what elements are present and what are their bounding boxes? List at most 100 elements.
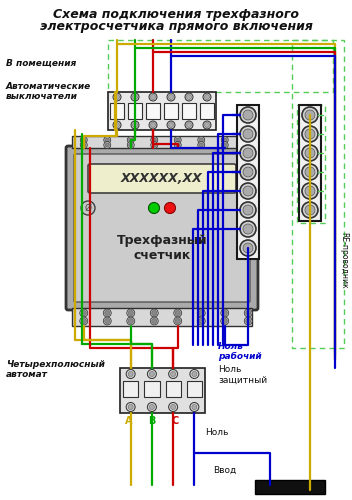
Circle shape <box>152 310 157 316</box>
Circle shape <box>167 93 175 101</box>
Circle shape <box>82 138 86 142</box>
Circle shape <box>113 93 121 101</box>
Circle shape <box>105 310 110 316</box>
Circle shape <box>127 309 135 317</box>
Circle shape <box>240 202 256 218</box>
Circle shape <box>171 372 176 376</box>
Circle shape <box>302 202 318 218</box>
Circle shape <box>175 318 180 324</box>
Circle shape <box>82 143 86 147</box>
Circle shape <box>240 221 256 237</box>
Circle shape <box>150 317 158 325</box>
Circle shape <box>205 122 209 128</box>
Circle shape <box>240 183 256 199</box>
Circle shape <box>243 205 253 215</box>
Circle shape <box>305 148 315 158</box>
Circle shape <box>176 138 180 142</box>
Circle shape <box>203 121 211 129</box>
Circle shape <box>305 129 315 139</box>
Circle shape <box>149 404 155 409</box>
Circle shape <box>150 309 158 317</box>
Circle shape <box>187 94 191 100</box>
Circle shape <box>171 404 176 409</box>
Text: Ноль: Ноль <box>205 428 228 437</box>
Circle shape <box>151 142 158 148</box>
Bar <box>299 105 321 221</box>
Circle shape <box>151 122 156 128</box>
Circle shape <box>127 317 135 325</box>
Circle shape <box>192 404 197 409</box>
Circle shape <box>131 121 139 129</box>
Circle shape <box>149 93 157 101</box>
Circle shape <box>169 370 178 378</box>
Circle shape <box>305 186 315 196</box>
Circle shape <box>240 126 256 142</box>
Circle shape <box>151 94 156 100</box>
Circle shape <box>305 110 315 120</box>
Text: Ø: Ø <box>84 204 92 212</box>
Circle shape <box>221 142 228 148</box>
Circle shape <box>302 126 318 142</box>
Circle shape <box>105 138 109 142</box>
FancyBboxPatch shape <box>88 164 236 193</box>
Circle shape <box>305 205 315 215</box>
Circle shape <box>221 309 229 317</box>
Circle shape <box>129 138 133 142</box>
Bar <box>128 103 142 119</box>
Circle shape <box>176 143 180 147</box>
Circle shape <box>192 372 197 376</box>
Circle shape <box>198 136 205 143</box>
Circle shape <box>243 224 253 234</box>
Circle shape <box>302 107 318 123</box>
Text: C: C <box>171 416 179 426</box>
Circle shape <box>169 94 174 100</box>
Circle shape <box>114 94 120 100</box>
Circle shape <box>151 136 158 143</box>
Circle shape <box>105 318 110 324</box>
Bar <box>164 103 178 119</box>
Circle shape <box>185 121 193 129</box>
Bar <box>297 105 325 223</box>
Circle shape <box>128 310 133 316</box>
Circle shape <box>174 309 182 317</box>
Bar <box>108 92 216 130</box>
Circle shape <box>164 202 176 213</box>
Circle shape <box>174 317 182 325</box>
Text: Четырехполюсный
автомат: Четырехполюсный автомат <box>6 360 105 380</box>
Circle shape <box>222 310 227 316</box>
Circle shape <box>169 122 174 128</box>
Circle shape <box>223 143 227 147</box>
Circle shape <box>132 94 138 100</box>
Text: RE-проводник: RE-проводник <box>339 232 348 288</box>
Circle shape <box>127 136 134 143</box>
Circle shape <box>302 164 318 180</box>
Circle shape <box>203 93 211 101</box>
Circle shape <box>174 136 181 143</box>
FancyBboxPatch shape <box>74 154 250 302</box>
Circle shape <box>103 317 111 325</box>
Circle shape <box>128 404 133 409</box>
Bar <box>123 381 138 397</box>
Bar <box>182 103 196 119</box>
Text: Схема подключения трехфазного: Схема подключения трехфазного <box>53 8 299 21</box>
Circle shape <box>205 94 209 100</box>
Circle shape <box>240 145 256 161</box>
Circle shape <box>152 138 156 142</box>
Circle shape <box>199 138 203 142</box>
Circle shape <box>223 138 227 142</box>
Circle shape <box>302 145 318 161</box>
Circle shape <box>81 310 86 316</box>
Circle shape <box>198 142 205 148</box>
Bar <box>292 40 344 348</box>
Circle shape <box>246 143 250 147</box>
Circle shape <box>190 370 199 378</box>
Circle shape <box>246 310 251 316</box>
Circle shape <box>149 202 159 213</box>
Circle shape <box>81 318 86 324</box>
Circle shape <box>246 318 251 324</box>
Circle shape <box>80 142 87 148</box>
Circle shape <box>167 121 175 129</box>
Circle shape <box>149 121 157 129</box>
Circle shape <box>243 129 253 139</box>
Bar <box>72 308 252 326</box>
